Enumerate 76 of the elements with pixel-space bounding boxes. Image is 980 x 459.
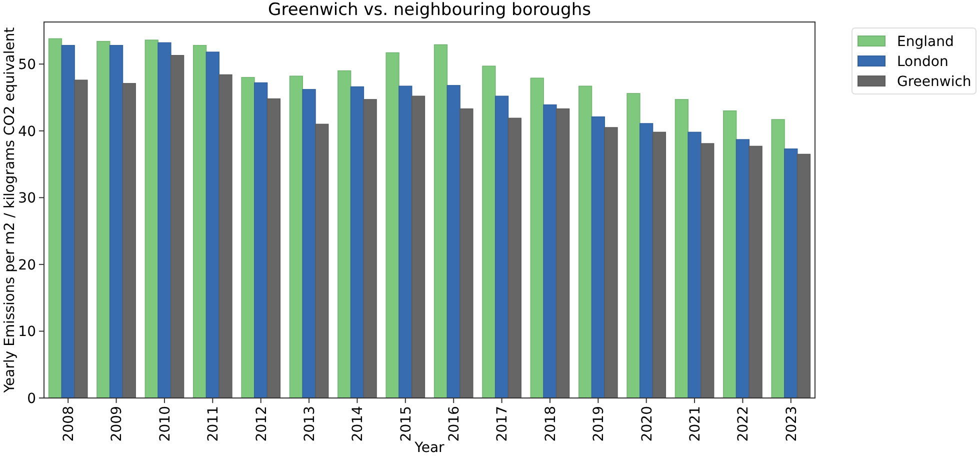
x-tick-label: 2011 bbox=[206, 406, 222, 442]
bar bbox=[604, 127, 618, 398]
x-tick-label: 2013 bbox=[302, 406, 318, 442]
bar bbox=[652, 132, 666, 398]
y-tick-label: 10 bbox=[18, 324, 36, 340]
bar bbox=[158, 42, 172, 398]
x-tick-label: 2008 bbox=[60, 406, 77, 442]
x-tick-label: 2021 bbox=[687, 406, 704, 442]
legend-label: England bbox=[897, 34, 954, 50]
bar bbox=[363, 99, 377, 398]
bar bbox=[626, 93, 640, 398]
bar bbox=[674, 99, 689, 398]
bar bbox=[48, 38, 62, 398]
bar bbox=[434, 44, 448, 398]
x-tick-label: 2019 bbox=[591, 406, 608, 442]
y-axis-title: Yearly Emissions per m2 / kilograms CO2 equivalent bbox=[2, 26, 18, 394]
x-tick-label: 2020 bbox=[639, 406, 656, 442]
y-tick-label: 50 bbox=[18, 56, 36, 73]
bar bbox=[144, 40, 158, 398]
x-tick-label: 2015 bbox=[398, 406, 414, 442]
x-tick-label: 2023 bbox=[784, 406, 800, 442]
bar bbox=[494, 96, 509, 398]
bar bbox=[398, 86, 412, 398]
bar bbox=[460, 108, 474, 398]
legend-label: Greenwich bbox=[897, 74, 972, 90]
x-tick-label: 2016 bbox=[446, 406, 462, 442]
bar bbox=[784, 148, 798, 398]
legend-label: London bbox=[897, 54, 948, 70]
y-tick-label: 0 bbox=[27, 390, 36, 407]
bar bbox=[302, 89, 316, 398]
bar bbox=[338, 70, 352, 398]
bar bbox=[446, 85, 460, 398]
bar bbox=[578, 86, 592, 398]
bar bbox=[96, 40, 110, 398]
bar bbox=[122, 83, 136, 398]
bar bbox=[556, 108, 570, 398]
chart-title: Greenwich vs. neighbouring boroughs bbox=[268, 0, 592, 20]
x-tick-label: 2018 bbox=[542, 406, 559, 442]
bar bbox=[723, 110, 737, 398]
bar bbox=[771, 119, 785, 398]
bar bbox=[508, 118, 522, 398]
y-tick-label: 20 bbox=[18, 257, 36, 274]
bar bbox=[315, 124, 329, 398]
x-axis-title: Year bbox=[414, 440, 445, 456]
x-tick-label: 2022 bbox=[736, 406, 752, 442]
bar bbox=[109, 44, 124, 398]
bar bbox=[61, 44, 75, 398]
bar bbox=[688, 132, 702, 398]
bar bbox=[386, 52, 400, 398]
bar bbox=[796, 154, 811, 398]
bar bbox=[736, 139, 750, 398]
bar bbox=[748, 146, 762, 398]
bar bbox=[266, 98, 281, 398]
bar bbox=[170, 54, 184, 398]
bar bbox=[640, 123, 654, 398]
bar bbox=[350, 86, 364, 398]
bar bbox=[482, 66, 496, 398]
bar bbox=[700, 143, 714, 398]
x-tick-label: 2009 bbox=[109, 406, 126, 442]
bar bbox=[530, 78, 544, 398]
x-tick-label: 2010 bbox=[157, 406, 174, 442]
x-tick-label: 2017 bbox=[494, 406, 511, 442]
bar bbox=[218, 74, 232, 398]
x-tick-label: 2014 bbox=[350, 406, 366, 442]
bar bbox=[543, 104, 557, 398]
bar bbox=[254, 82, 268, 398]
bar bbox=[591, 116, 605, 398]
bar bbox=[74, 80, 88, 398]
bar bbox=[206, 52, 220, 398]
bar bbox=[192, 44, 207, 398]
bar bbox=[289, 76, 304, 398]
y-tick-label: 30 bbox=[18, 190, 36, 207]
x-tick-label: 2012 bbox=[254, 406, 270, 442]
y-tick-label: 40 bbox=[18, 124, 36, 140]
bar bbox=[411, 96, 426, 398]
bar bbox=[241, 77, 255, 398]
